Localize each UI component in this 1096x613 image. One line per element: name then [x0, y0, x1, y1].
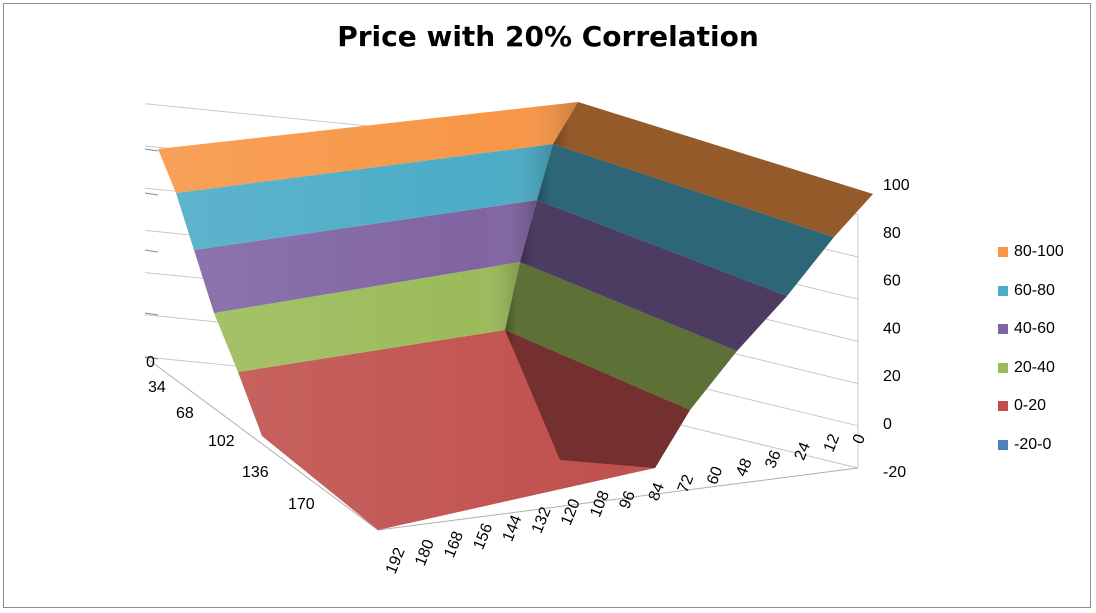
surface-shade: [158, 102, 578, 193]
legend-swatch: [998, 362, 1008, 373]
legend-swatch: [998, 247, 1008, 258]
legend-label: -20-0: [1014, 435, 1052, 453]
y-tick-label: 170: [288, 496, 315, 513]
legend-item: -20-0: [998, 426, 1064, 465]
z-tick-label: 60: [883, 273, 901, 290]
surface-shade: [505, 262, 737, 410]
left-tick: [144, 192, 159, 196]
y-tick-label: 102: [208, 433, 235, 450]
z-tick-label: 80: [883, 225, 901, 242]
legend-label: 20-40: [1014, 358, 1055, 376]
legend-swatch: [998, 324, 1008, 335]
x-tick-label: 84: [646, 480, 668, 503]
legend-label: 0-20: [1014, 397, 1047, 415]
y-tick-label: 68: [176, 405, 194, 422]
x-tick-label: 0: [850, 432, 869, 447]
x-tick-label: 24: [792, 440, 814, 463]
z-tick-label: 40: [883, 320, 901, 337]
legend-swatch: [998, 439, 1008, 450]
x-tick-label: 144: [500, 513, 526, 544]
x-tick-label: 168: [441, 529, 467, 560]
y-tick-label: 34: [148, 379, 166, 396]
x-tick-label: 120: [558, 497, 584, 528]
left-tick: [144, 312, 159, 316]
y-tick-label: 136: [242, 464, 269, 481]
x-tick-label: 60: [704, 464, 726, 487]
legend-item: 80-100: [998, 233, 1064, 272]
surface: [158, 102, 873, 530]
legend-label: 80-100: [1014, 243, 1064, 261]
legend-label: 40-60: [1014, 320, 1055, 338]
z-tick-label: 100: [883, 177, 910, 194]
x-tick-label: 156: [471, 521, 497, 552]
x-tick-label: 48: [733, 456, 755, 479]
surface-shade: [194, 200, 537, 313]
z-tick-label: -20: [883, 464, 906, 481]
left-tick: [144, 249, 159, 253]
x-tick-label: 132: [529, 505, 555, 536]
x-tick-label: 36: [762, 448, 784, 471]
x-tick-label: 108: [587, 488, 613, 519]
legend: 80-100 60-80 40-60 20-40 0-20 -20-0: [998, 233, 1064, 464]
x-tick-label: 72: [675, 472, 697, 495]
legend-label: 60-80: [1014, 281, 1055, 299]
legend-item: 20-40: [998, 349, 1064, 388]
z-tick-label: 20: [883, 368, 901, 385]
left-tick: [144, 148, 159, 152]
surface-shade: [537, 144, 834, 296]
x-tick-label: 12: [821, 432, 843, 455]
surface-shade: [176, 144, 553, 250]
surface-shade: [553, 102, 873, 237]
surface-shade: [520, 200, 787, 351]
y-tick-label: 0: [146, 354, 155, 371]
z-tick-label: 0: [883, 416, 892, 433]
chart-title: Price with 20% Correlation: [337, 20, 759, 53]
legend-item: 40-60: [998, 310, 1064, 349]
left-tick: [144, 356, 159, 360]
x-tick-label: 96: [616, 489, 638, 512]
legend-item: 0-20: [998, 387, 1064, 426]
legend-item: 60-80: [998, 272, 1064, 311]
x-tick-label: 180: [412, 537, 438, 568]
legend-swatch: [998, 401, 1008, 412]
surface-shade: [214, 262, 520, 372]
legend-swatch: [998, 285, 1008, 296]
surface-shade: [505, 330, 690, 468]
x-tick-label: 192: [383, 545, 409, 576]
